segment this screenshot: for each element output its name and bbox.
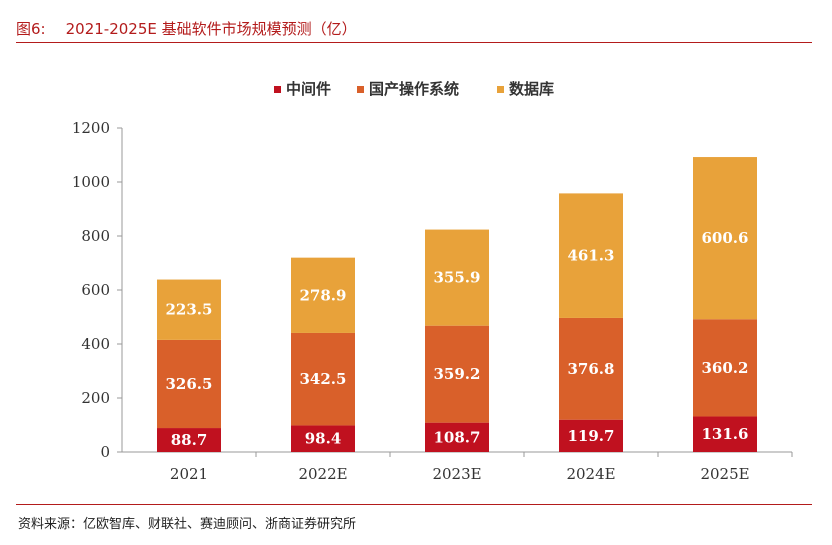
bar-3-2024E [559, 193, 623, 318]
data-label: 376.8 [568, 360, 615, 378]
bar-1-2025E [693, 416, 757, 452]
data-label: 600.6 [702, 229, 749, 247]
bar-3-2022E [291, 257, 355, 333]
data-label: 88.7 [171, 431, 208, 449]
x-tick-label: 2024E [566, 465, 615, 483]
stacked-bar-chart: 中间件 国产操作系统 数据库 0 200 400 600 800 1000 1200 88.7 326… [72, 80, 793, 483]
figure-label: 图6: [16, 20, 46, 38]
legend-swatch-3 [497, 86, 504, 93]
y-tick-label: 200 [81, 389, 110, 407]
y-tick-label: 1000 [72, 173, 110, 191]
legend-label-3: 数据库 [509, 80, 554, 98]
legend-label-2: 国产操作系统 [369, 80, 459, 98]
bar-2-2023E [425, 325, 489, 423]
x-tick-label: 2023E [432, 465, 481, 483]
data-label: 342.5 [300, 370, 347, 388]
y-tick-label: 800 [81, 227, 110, 245]
data-label: 223.5 [166, 301, 213, 319]
y-tick-label: 400 [81, 335, 110, 353]
x-tick-label: 2022E [298, 465, 347, 483]
x-tick-label: 2021 [170, 465, 208, 483]
figure-title: 图6: 2021-2025E 基础软件市场规模预测（亿） [16, 18, 357, 39]
bar-3-2021 [157, 279, 221, 340]
data-label: 98.4 [305, 430, 342, 448]
bar-1-2023E [425, 422, 489, 452]
data-label: 360.2 [702, 359, 749, 377]
data-label: 326.5 [166, 375, 213, 393]
bar-3-2025E [693, 157, 757, 320]
source-note: 资料来源：亿欧智库、财联社、赛迪顾问、浙商证券研究所 [18, 517, 357, 532]
footer-divider [16, 504, 812, 505]
legend-swatch-1 [274, 86, 281, 93]
data-label: 108.7 [434, 428, 481, 446]
bar-1-2022E [291, 425, 355, 452]
bar-2-2021 [157, 339, 221, 429]
bar-3-2023E [425, 229, 489, 326]
x-tick-label: 2025E [700, 465, 749, 483]
y-tick-label: 1200 [72, 119, 110, 137]
chart-area: 中间件 国产操作系统 数据库 0 200 400 600 800 1000 1200 88.7 326… [16, 50, 812, 500]
bar-2-2025E [693, 319, 757, 417]
legend-swatch-2 [357, 86, 364, 93]
bar-1-2024E [559, 419, 623, 452]
data-label: 359.2 [434, 365, 481, 383]
y-tick-label: 0 [100, 443, 110, 461]
bar-1-2021 [157, 428, 221, 452]
figure-title-text: 2021-2025E 基础软件市场规模预测（亿） [65, 20, 357, 38]
data-label: 278.9 [300, 286, 347, 304]
data-label: 355.9 [434, 269, 481, 287]
data-label: 131.6 [702, 425, 749, 443]
bar-2-2022E [291, 332, 355, 426]
data-label: 461.3 [568, 247, 615, 265]
data-label: 119.7 [568, 427, 615, 445]
y-tick-label: 600 [81, 281, 110, 299]
bar-2-2024E [559, 317, 623, 420]
figure-header: 图6: 2021-2025E 基础软件市场规模预测（亿） [16, 18, 812, 43]
legend-label-1: 中间件 [286, 80, 331, 98]
